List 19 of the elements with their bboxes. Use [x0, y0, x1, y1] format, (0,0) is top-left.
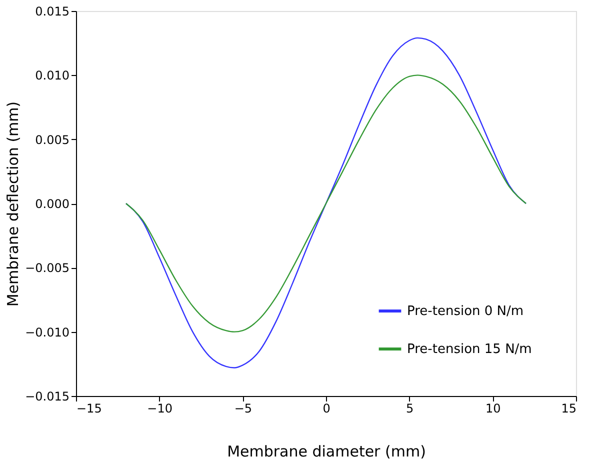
- y-tick-label: −0.005: [25, 261, 70, 276]
- x-axis-title: Membrane diameter (mm): [227, 442, 426, 460]
- line-series: [125, 74, 527, 332]
- y-tick-label: 0.010: [35, 68, 70, 83]
- x-tick-label: 5: [406, 402, 414, 416]
- legend-label: Pre-tension 0 N/m: [407, 304, 524, 319]
- x-tick-label: 15: [561, 402, 576, 416]
- y-tick-label: 0.000: [35, 197, 70, 211]
- y-tick-label: −0.015: [25, 390, 70, 404]
- y-tick-label: 0.005: [35, 132, 70, 147]
- legend-label: Pre-tension 15 N/m: [407, 342, 532, 357]
- x-tick-label: −5: [234, 402, 252, 416]
- y-tick-label: 0.015: [35, 4, 70, 18]
- y-tick-label: −0.010: [25, 325, 70, 340]
- y-axis-title: Membrane deflection (mm): [4, 101, 22, 307]
- x-tick-label: −15: [76, 402, 102, 416]
- x-tick-label: 10: [486, 402, 501, 416]
- x-tick-label: −10: [147, 402, 172, 416]
- x-tick-label: 0: [322, 402, 330, 416]
